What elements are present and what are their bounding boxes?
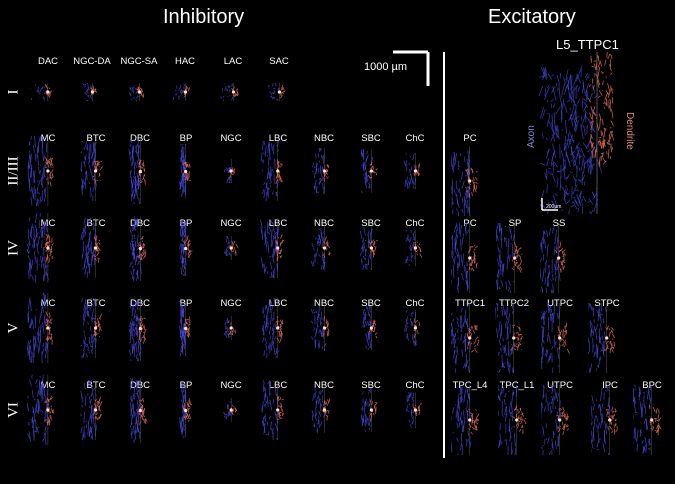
neuron-morphology xyxy=(495,303,523,373)
neuron-morphology xyxy=(80,380,103,440)
neuron-morphology xyxy=(171,83,190,101)
neuron-morphology xyxy=(361,306,377,350)
small-scale-label: 200µm xyxy=(546,204,562,210)
neuron-morphology xyxy=(128,215,146,281)
neuron-morphology xyxy=(496,223,523,293)
neuron-morphology xyxy=(179,220,193,276)
neuron-morphology xyxy=(80,298,103,358)
neuron-morphology xyxy=(128,295,147,361)
neuron-morphology xyxy=(223,236,239,260)
cell-type-label: SBC xyxy=(361,218,381,229)
cell-type-label: SBC xyxy=(361,298,381,309)
inhibitory-header: Inhibitory xyxy=(163,6,245,28)
neuron-morphology xyxy=(261,141,284,201)
layer-label: VI xyxy=(5,402,22,418)
highlight-morphology xyxy=(538,52,614,214)
layer-label: V xyxy=(5,322,22,334)
neuron-morphology xyxy=(311,148,329,194)
neuron-morphology xyxy=(262,298,284,358)
neuron-morphology xyxy=(223,316,236,340)
excitatory-header: Excitatory xyxy=(488,6,576,28)
cell-type-label: ChC xyxy=(405,133,425,144)
cell-type-label: ChC xyxy=(405,218,425,229)
cell-type-label: NGC-SA xyxy=(120,56,158,67)
cell-type-label: NBC xyxy=(313,218,335,229)
neuron-morphology xyxy=(310,225,331,271)
neuron-morphology xyxy=(261,380,285,440)
cell-type-label: NGC-DA xyxy=(73,56,111,67)
neuron-morphology xyxy=(403,153,420,189)
axon-label: Axon xyxy=(526,125,537,148)
neuron-morphology xyxy=(403,310,420,346)
neuron-morphology xyxy=(451,303,480,373)
divider-line xyxy=(443,52,445,458)
neuron-morphology xyxy=(219,83,239,101)
neuron-morphology xyxy=(179,300,191,356)
neuron-morphology xyxy=(588,303,616,373)
neuron-morphology xyxy=(128,83,144,101)
cell-type-label: NBC xyxy=(313,380,335,391)
cell-type-label: PC xyxy=(463,133,477,144)
layer-label: II/III xyxy=(5,156,22,186)
neuron-morphology xyxy=(360,149,378,193)
neuron-morphology xyxy=(405,392,422,428)
neuron-morphology xyxy=(27,136,54,206)
neuron-morphology xyxy=(179,382,193,438)
neuron-morphology xyxy=(80,141,104,201)
neuron-morphology xyxy=(541,303,571,373)
neuron-morphology xyxy=(311,387,330,433)
neuron-morphology xyxy=(129,377,148,443)
neuron-morphology xyxy=(451,223,479,293)
neuron-morphology xyxy=(451,385,480,455)
neuron-morphology xyxy=(359,226,378,270)
neuron-morphology xyxy=(310,305,329,351)
cell-type-label: SAC xyxy=(269,56,289,67)
cell-type-label: NGC xyxy=(220,298,242,309)
cell-type-label: SBC xyxy=(361,133,381,144)
neuron-morphology xyxy=(451,146,479,216)
neuron-morphology xyxy=(222,398,238,422)
neuron-morphology xyxy=(360,388,378,432)
cell-type-label: NGC xyxy=(220,380,242,391)
neuron-morphology xyxy=(404,230,422,266)
neuron-morphology xyxy=(540,223,567,293)
cell-type-label: NBC xyxy=(313,298,335,309)
cell-type-label: LBC xyxy=(268,133,288,144)
cell-type-label: DAC xyxy=(37,56,59,67)
neuron-morphology xyxy=(260,218,285,278)
cell-type-label: BP xyxy=(179,133,193,144)
cell-type-label: BTC xyxy=(86,133,106,144)
neuron-morphology xyxy=(179,143,192,199)
neuron-morphology xyxy=(541,385,570,455)
neuron-morphology xyxy=(81,83,97,101)
cell-type-label: NGC xyxy=(220,218,242,229)
neuron-morphology xyxy=(267,83,286,101)
neuron-morphology xyxy=(30,83,53,101)
neuron-morphology xyxy=(498,385,527,455)
layer-label: I xyxy=(5,89,22,95)
cell-type-label: LAC xyxy=(223,56,243,67)
neuron-morphology xyxy=(80,218,102,278)
cell-type-label: NBC xyxy=(313,133,335,144)
layer-label: IV xyxy=(5,240,22,256)
neuron-morphology xyxy=(633,385,662,455)
scale-bar xyxy=(393,50,430,86)
cell-type-label: ChC xyxy=(405,298,425,309)
small-scale-bar xyxy=(541,198,558,211)
dendrite-label: Dendrite xyxy=(624,112,635,150)
cell-type-label: HAC xyxy=(174,56,196,67)
neuron-morphology xyxy=(223,159,236,183)
highlight-title: L5_TTPC1 xyxy=(556,37,619,52)
cell-type-label: NGC xyxy=(220,133,242,144)
neuron-morphology xyxy=(591,385,619,455)
cell-type-label: SBC xyxy=(361,380,381,391)
neuron-morphology xyxy=(27,375,55,445)
neuron-morphology xyxy=(27,213,55,283)
neuron-morphology xyxy=(27,293,53,363)
scale-bar-label: 1000 µm xyxy=(364,61,408,73)
cell-type-label: ChC xyxy=(405,380,425,391)
neuron-morphology xyxy=(128,138,146,204)
